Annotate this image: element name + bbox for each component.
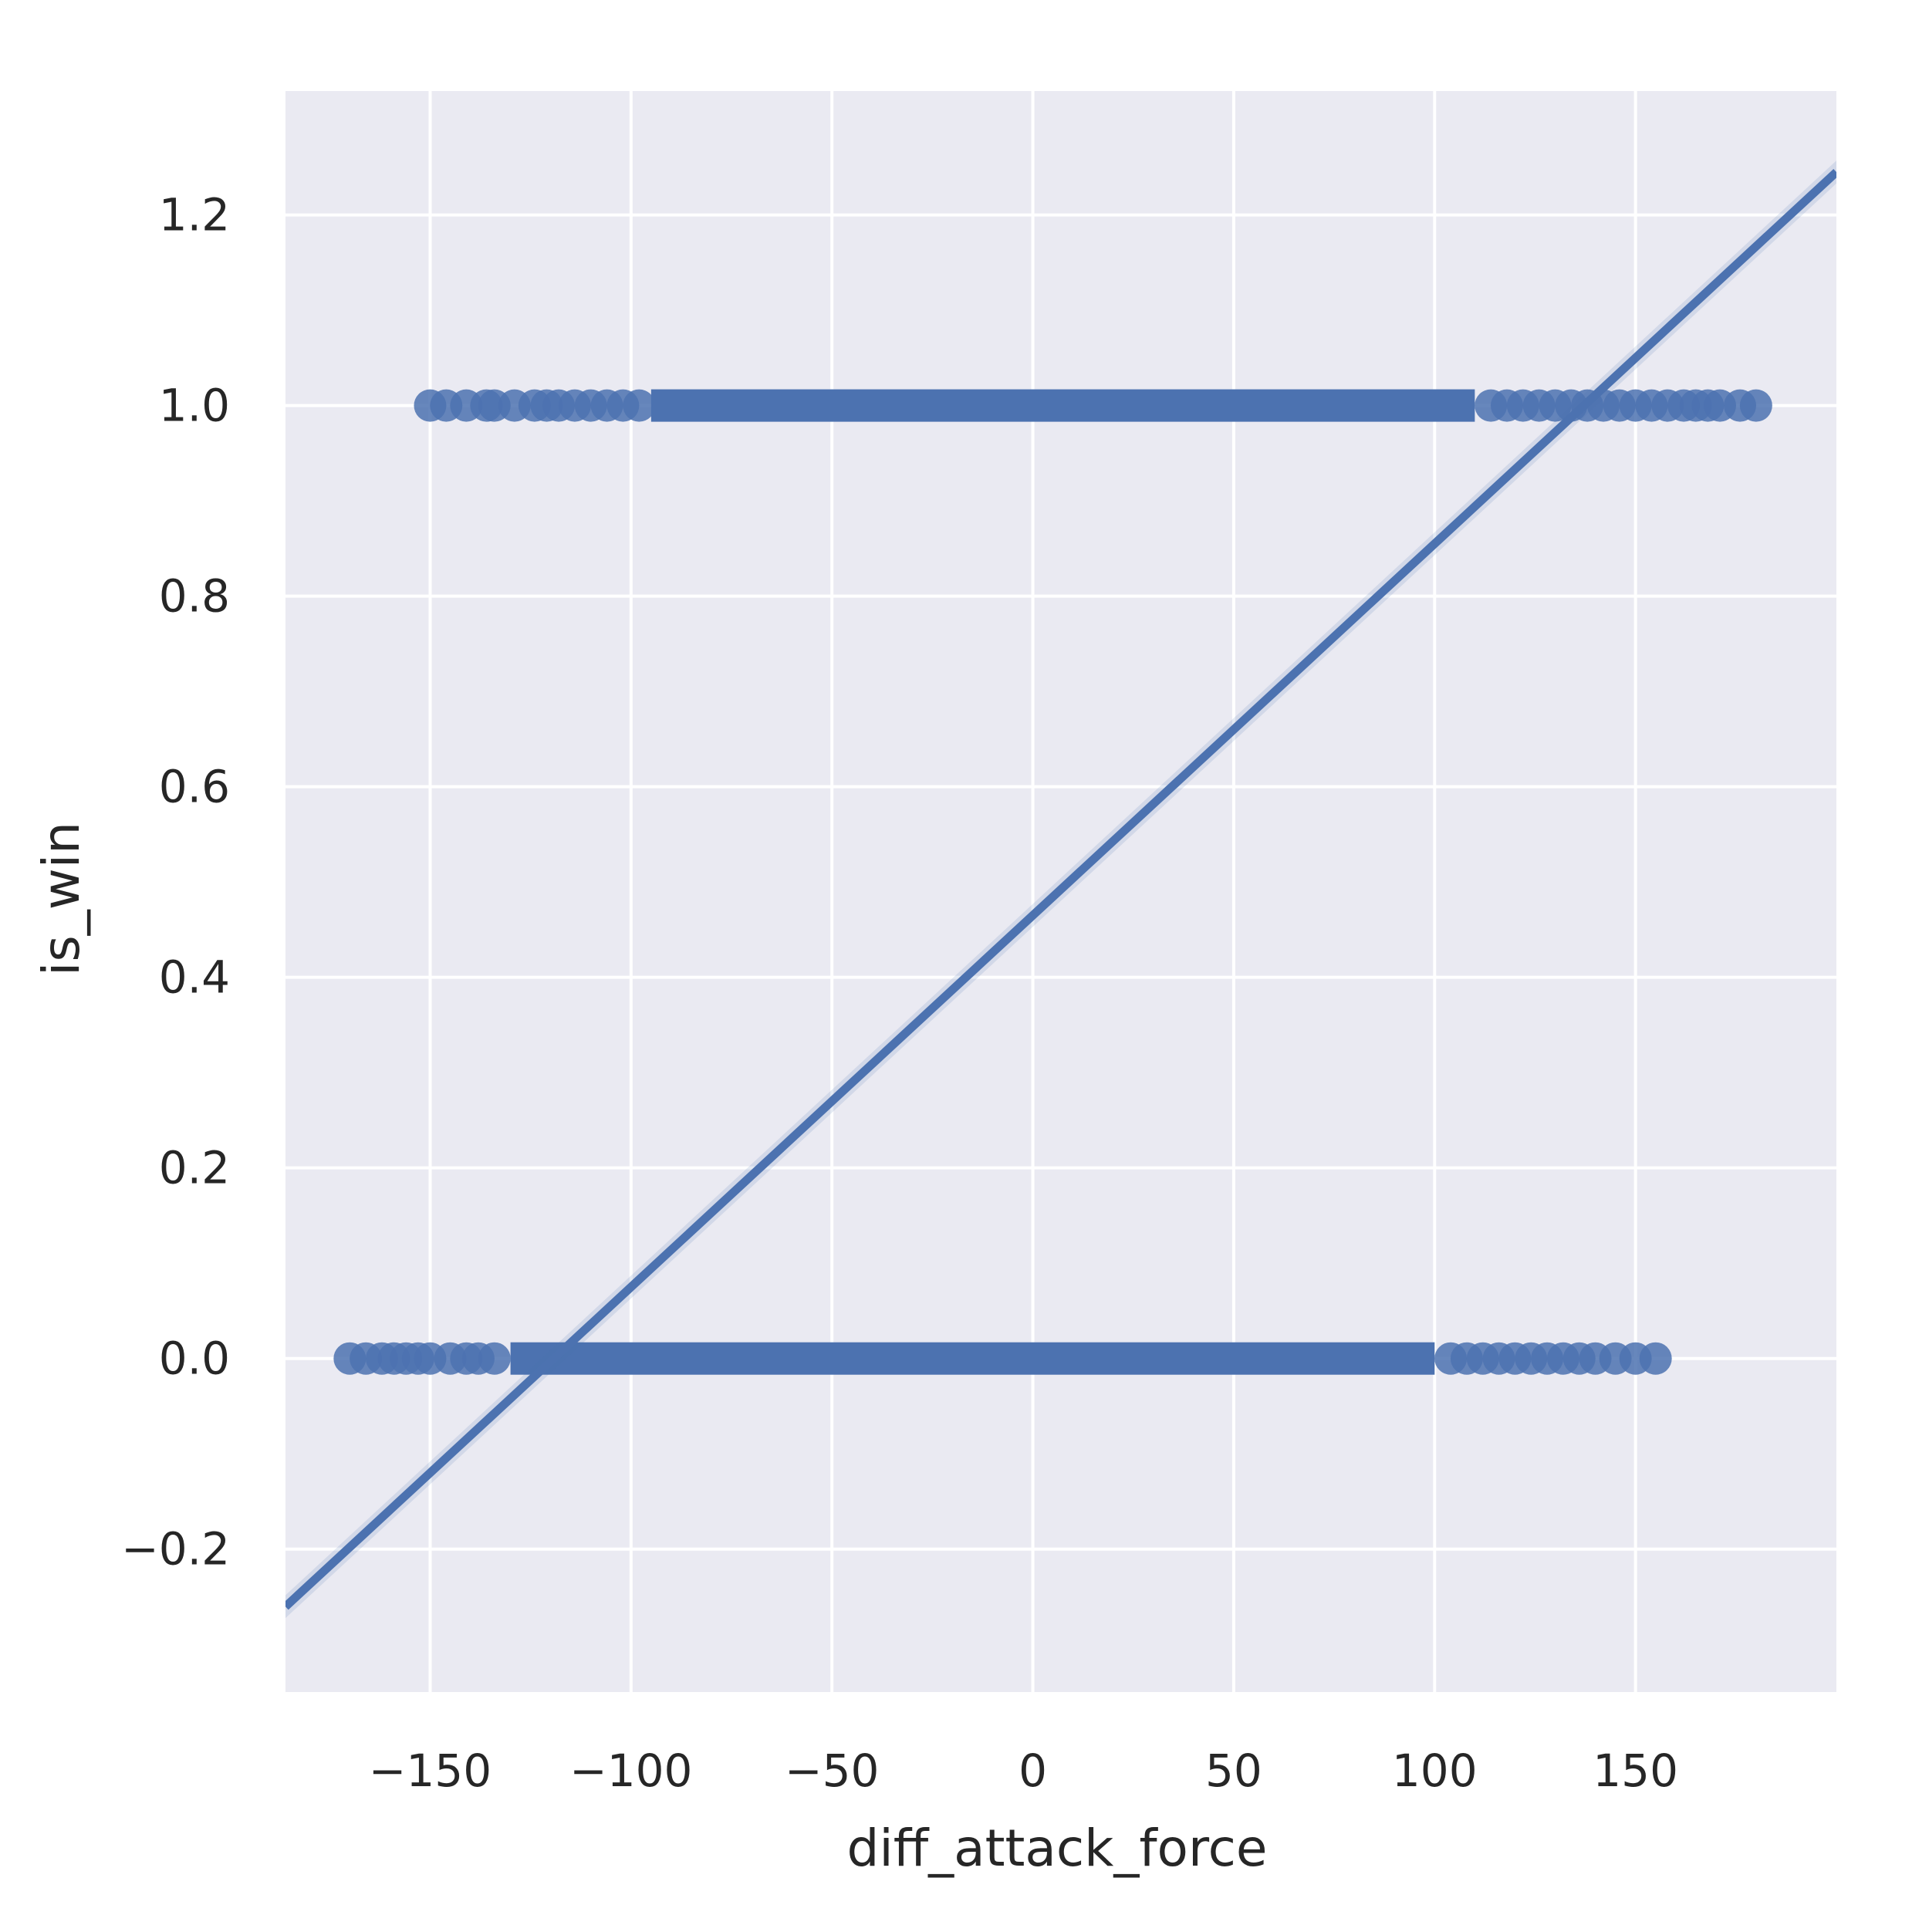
x-tick-label: 50: [1205, 1745, 1262, 1797]
x-tick-label: 0: [1019, 1745, 1047, 1797]
x-axis-title: diff_attack_force: [846, 1819, 1267, 1878]
y-tick-label: −0.2: [121, 1523, 230, 1576]
x-tick-label: 150: [1593, 1745, 1678, 1797]
scatter-point-band: [650, 389, 1475, 422]
y-tick-label: 0.4: [159, 951, 230, 1004]
y-tick-label: 0.6: [159, 761, 230, 813]
scatter-point: [478, 1342, 511, 1375]
x-tick-label: −100: [569, 1745, 692, 1797]
scatter-points: [333, 389, 1772, 1375]
regression-line: [285, 168, 1836, 1610]
x-tick-label: −50: [785, 1745, 879, 1797]
y-tick-label: 0.2: [159, 1142, 230, 1194]
y-tick-label: 0.8: [159, 570, 230, 623]
scatter-point: [1739, 389, 1772, 422]
scatter-point: [623, 389, 656, 422]
y-axis-title: is_win: [32, 822, 91, 976]
y-tick-labels: −0.2 0.0 0.2 0.4 0.6 0.8 1.0 1.2: [121, 189, 230, 1576]
x-tick-label: 100: [1392, 1745, 1478, 1797]
regression-line-group: [285, 160, 1836, 1619]
x-tick-label: −150: [369, 1745, 492, 1797]
y-tick-label: 0.0: [159, 1332, 230, 1385]
scatter-point-band: [510, 1342, 1435, 1375]
y-tick-label: 1.2: [159, 189, 230, 242]
y-tick-label: 1.0: [159, 380, 230, 432]
scatter-point: [1639, 1342, 1672, 1375]
x-tick-labels: −150 −100 −50 0 50 100 150: [369, 1745, 1678, 1797]
